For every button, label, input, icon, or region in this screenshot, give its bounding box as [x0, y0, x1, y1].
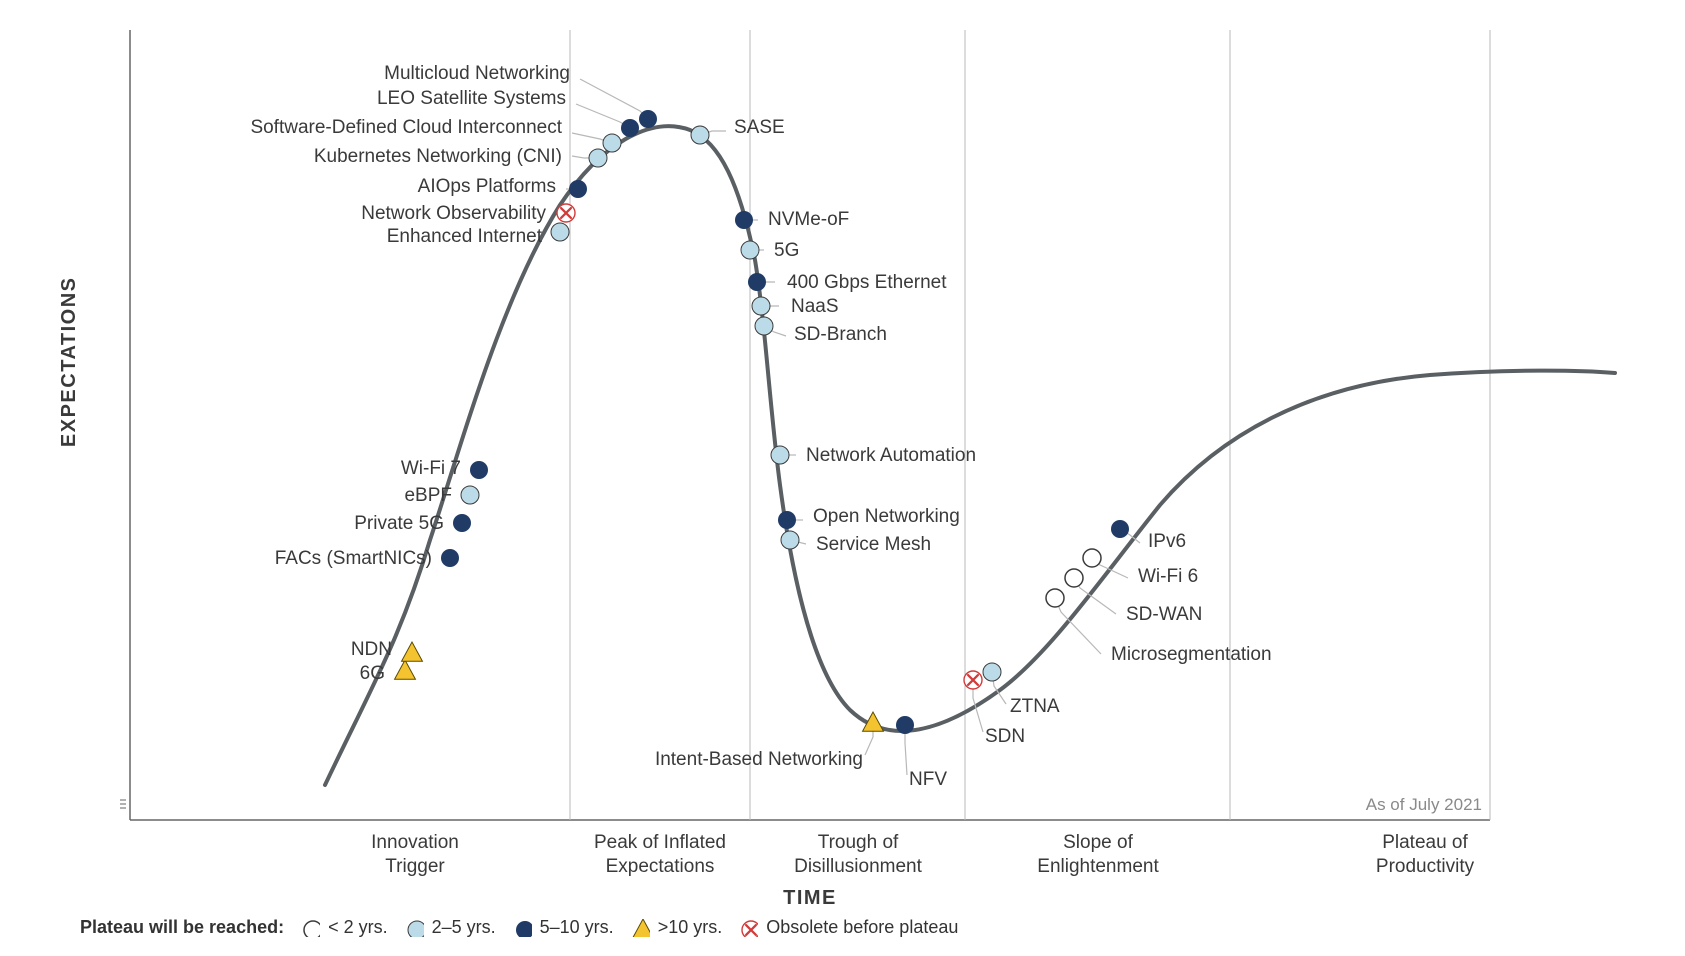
point-label: 6G — [360, 663, 385, 684]
data-point: AIOps Platforms — [418, 176, 587, 198]
data-point: Private 5G — [354, 513, 471, 534]
point-label: Service Mesh — [816, 534, 931, 555]
point-label: Kubernetes Networking (CNI) — [314, 146, 562, 167]
hype-cycle-chart: EXPECTATIONS 6G NDN FACs (SmartNICs) Private… — [0, 0, 1685, 956]
point-label: Private 5G — [354, 513, 444, 534]
point-label: NVMe-oF — [768, 209, 849, 230]
point-label: Network Observability — [361, 203, 546, 224]
svg-text:Disillusionment: Disillusionment — [794, 856, 922, 877]
point-label: Wi-Fi 6 — [1138, 566, 1198, 587]
data-point: 5G — [741, 240, 799, 261]
point-label: SDN — [985, 726, 1025, 747]
data-point: SD-Branch — [755, 317, 887, 345]
point-label: Enhanced Internet — [387, 226, 543, 247]
legend-item: 5–10 yrs. — [514, 917, 614, 938]
svg-text:Innovation: Innovation — [371, 832, 459, 853]
legend-prefix: Plateau will be reached: — [80, 917, 284, 938]
legend-label: Obsolete before plateau — [766, 917, 958, 938]
svg-text:Enlightenment: Enlightenment — [1037, 856, 1159, 877]
point-label: IPv6 — [1148, 531, 1186, 552]
svg-text:Peak of Inflated: Peak of Inflated — [594, 832, 726, 853]
point-label: SASE — [734, 117, 785, 138]
data-point: eBPF — [404, 485, 479, 506]
legend-label: >10 yrs. — [658, 917, 723, 938]
point-label: SD-WAN — [1126, 604, 1202, 625]
point-label: Microsegmentation — [1111, 644, 1272, 665]
legend: Plateau will be reached: < 2 yrs. 2–5 yrs… — [80, 917, 958, 938]
data-point: NDN — [351, 639, 423, 661]
svg-text:Expectations: Expectations — [606, 856, 715, 877]
point-label: Wi-Fi 7 — [401, 458, 461, 479]
legend-label: < 2 yrs. — [328, 917, 388, 938]
data-point: NaaS — [752, 296, 839, 317]
chart-svg: EXPECTATIONS 6G NDN FACs (SmartNICs) Private… — [0, 0, 1685, 956]
data-point: Intent-Based Networking — [655, 712, 884, 770]
svg-text:Trigger: Trigger — [385, 856, 445, 877]
x-axis-title: TIME — [783, 887, 837, 909]
data-point: Service Mesh — [781, 531, 931, 555]
data-point: Open Networking — [778, 506, 960, 529]
data-point: Kubernetes Networking (CNI) — [314, 146, 607, 167]
point-label: AIOps Platforms — [418, 176, 556, 197]
data-point: Enhanced Internet — [387, 223, 569, 247]
data-point: Network Observability — [361, 203, 575, 224]
as-of-note: As of July 2021 — [1366, 795, 1482, 814]
data-point: FACs (SmartNICs) — [275, 548, 459, 569]
point-label: Network Automation — [806, 445, 976, 466]
point-label: Open Networking — [813, 506, 960, 527]
legend-item: Obsolete before plateau — [740, 917, 958, 938]
point-label: Multicloud Networking — [384, 63, 570, 84]
point-label: NDN — [351, 639, 392, 660]
legend-label: 5–10 yrs. — [540, 917, 614, 938]
point-label: LEO Satellite Systems — [377, 88, 566, 109]
point-label: Intent-Based Networking — [655, 749, 863, 770]
point-label: NFV — [909, 769, 947, 790]
point-label: eBPF — [404, 485, 452, 506]
svg-text:Slope of: Slope of — [1063, 832, 1133, 853]
point-label: Software-Defined Cloud Interconnect — [250, 117, 562, 138]
data-point: Wi-Fi 7 — [401, 458, 488, 479]
point-label: ZTNA — [1010, 696, 1060, 717]
data-point: Microsegmentation — [1046, 589, 1272, 665]
data-point: Network Automation — [771, 445, 976, 466]
svg-text:Productivity: Productivity — [1376, 856, 1475, 877]
point-label: SD-Branch — [794, 324, 887, 345]
data-point: 6G — [360, 660, 416, 684]
legend-item: 2–5 yrs. — [406, 917, 496, 938]
legend-item: >10 yrs. — [632, 917, 723, 938]
data-point: IPv6 — [1111, 520, 1186, 552]
point-label: FACs (SmartNICs) — [275, 548, 432, 569]
svg-text:Trough of: Trough of — [818, 832, 899, 853]
point-label: 400 Gbps Ethernet — [787, 272, 947, 293]
data-point: NVMe-oF — [735, 209, 849, 230]
legend-label: 2–5 yrs. — [432, 917, 496, 938]
legend-item: < 2 yrs. — [302, 917, 388, 938]
svg-text:Plateau of: Plateau of — [1382, 832, 1468, 853]
data-point: SASE — [691, 117, 785, 144]
point-label: 5G — [774, 240, 799, 261]
point-label: NaaS — [791, 296, 839, 317]
data-point: 400 Gbps Ethernet — [748, 272, 947, 293]
y-axis-title: EXPECTATIONS — [58, 276, 80, 447]
